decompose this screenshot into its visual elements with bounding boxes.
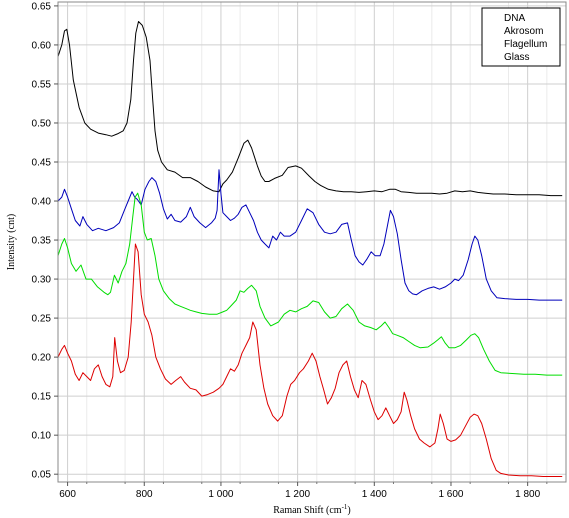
legend-entry-akrosom: Akrosom (504, 26, 543, 37)
legend-entry-flagellum: Flagellum (504, 39, 547, 50)
series-line-akrosom (57, 169, 563, 301)
series-line-dna (57, 21, 563, 197)
legend-entry-glass: Glass (504, 52, 530, 63)
x-axis-title: Raman Shift (cm-1) (273, 503, 351, 516)
y-axis-title: Intensity (cnt) (6, 214, 17, 270)
y-tick-label: 0.35 (32, 236, 52, 247)
x-tick-label: 1 200 (285, 489, 310, 500)
y-tick-label: 0.05 (32, 470, 52, 481)
x-tick-label: 1 400 (362, 489, 387, 500)
plot-background (58, 2, 566, 482)
legend: DNA Akrosom Flagellum Glass (481, 7, 561, 67)
y-tick-label: 0.50 (32, 118, 52, 129)
y-tick-label: 0.25 (32, 314, 52, 325)
y-tick-label: 0.20 (32, 353, 52, 364)
x-tick-label: 1 800 (515, 489, 540, 500)
x-axis-title-main: Raman Shift (cm (273, 505, 342, 516)
y-tick-label: 0.40 (32, 197, 52, 208)
y-tick-label: 0.15 (32, 392, 52, 403)
series-line-glass (57, 243, 563, 477)
legend-entry-dna: DNA (504, 13, 525, 24)
plot-frame (57, 1, 567, 483)
y-axis-ticks: 0.05 0.10 0.15 0.20 0.25 0.30 0.35 0.40 0.45 0.50… (32, 1, 58, 481)
x-axis-title-sup: -1 (342, 503, 348, 511)
series-line-flagellum (57, 192, 563, 376)
y-tick-label: 0.10 (32, 431, 52, 442)
grid-lines (58, 2, 566, 482)
legend-box (481, 7, 561, 67)
x-tick-label: 1 600 (438, 489, 463, 500)
series-layer (57, 21, 563, 477)
y-tick-label: 0.30 (32, 275, 52, 286)
y-tick-label: 0.60 (32, 40, 52, 51)
x-tick-label: 600 (59, 489, 76, 500)
x-tick-label: 1 000 (208, 489, 233, 500)
y-tick-label: 0.65 (32, 1, 52, 12)
x-tick-label: 800 (136, 489, 153, 500)
x-axis-ticks: 600 800 1 000 1 200 1 400 1 600 1 800 (59, 482, 548, 500)
y-tick-label: 0.55 (32, 79, 52, 90)
x-axis-title-end: ) (347, 505, 350, 516)
y-tick-label: 0.45 (32, 158, 52, 169)
